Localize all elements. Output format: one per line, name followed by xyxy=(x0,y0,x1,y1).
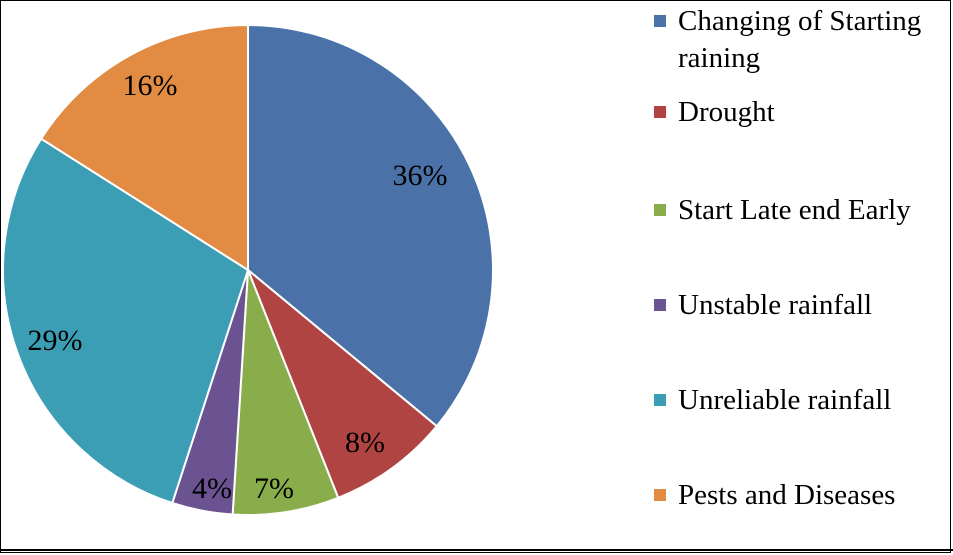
slice-value-label: 36% xyxy=(393,159,448,192)
legend-swatch xyxy=(654,394,666,406)
slice-value-label: 8% xyxy=(345,426,385,459)
pie-slice-drought xyxy=(247,269,439,500)
legend-item-unstable-rainfall: Unstable rainfall xyxy=(654,287,948,324)
slice-value-label: 29% xyxy=(28,324,83,357)
legend-item-pests-and-diseases: Pests and Diseases xyxy=(654,477,948,514)
legend-label: Changing of Starting raining xyxy=(678,5,922,74)
legend-label: Unstable rainfall xyxy=(678,289,873,321)
legend-item-drought: Drought xyxy=(654,94,948,131)
legend-item-start-late-end-early: Start Late end Early xyxy=(654,192,948,229)
chart-bottom-border xyxy=(0,549,953,551)
legend-label: Unreliable rainfall xyxy=(678,384,892,416)
pie-slice-start-late-end-early xyxy=(231,269,340,516)
legend-label: Drought xyxy=(678,96,775,128)
pie-slice-pests-and-diseases xyxy=(39,23,249,272)
legend-swatch xyxy=(654,204,666,216)
legend-label: Pests and Diseases xyxy=(678,479,896,511)
slice-value-label: 4% xyxy=(192,472,232,505)
legend-label: Start Late end Early xyxy=(678,194,911,226)
legend-item-unreliable-rainfall: Unreliable rainfall xyxy=(654,382,948,419)
slice-value-label: 16% xyxy=(123,69,178,102)
legend-swatch xyxy=(654,15,666,27)
slice-value-label: 7% xyxy=(254,472,294,505)
pie-slice-unreliable-rainfall xyxy=(2,137,250,505)
legend-item-changing-of-starting-raining: Changing of Starting raining xyxy=(654,3,948,77)
legend-swatch xyxy=(654,489,666,501)
legend-swatch xyxy=(654,106,666,118)
legend-swatch xyxy=(654,299,666,311)
pie-slice-changing-of-starting-raining xyxy=(247,23,494,428)
